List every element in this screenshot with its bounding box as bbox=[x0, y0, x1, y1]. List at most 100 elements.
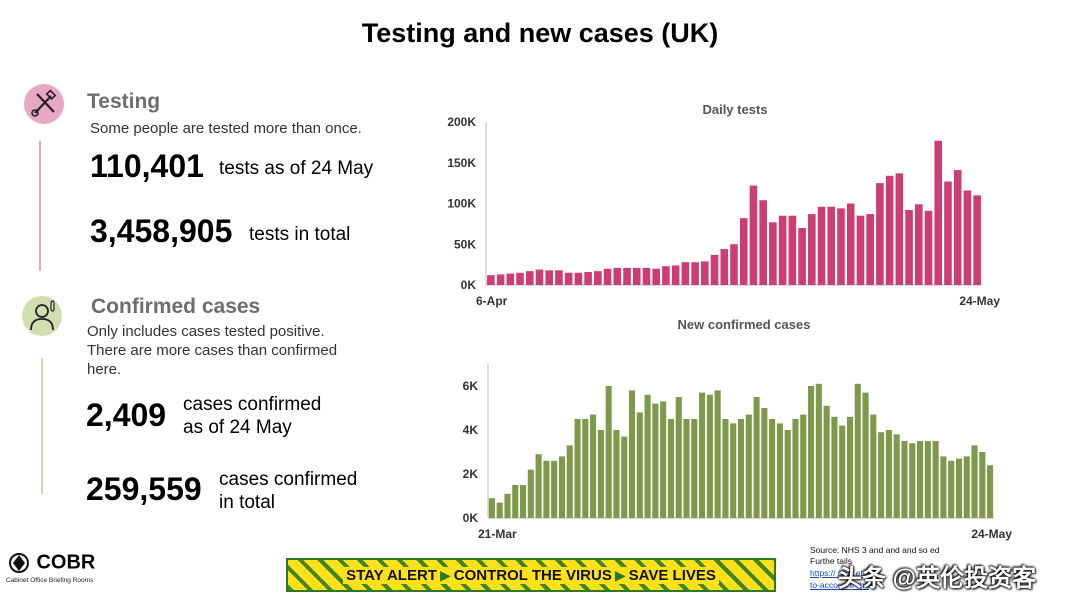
new-cases-y-tick-label: 6K bbox=[463, 379, 479, 393]
chevron-right-icon: ▶ bbox=[614, 566, 626, 584]
new-cases-bar bbox=[893, 434, 900, 518]
new-cases-bar bbox=[932, 441, 939, 518]
new-cases-bar bbox=[854, 383, 861, 518]
new-cases-bar bbox=[792, 419, 799, 518]
daily-tests-bar bbox=[525, 271, 534, 285]
testing-daily-label: tests as of 24 May bbox=[219, 158, 374, 179]
daily-tests-bar bbox=[924, 210, 933, 285]
new-cases-bar bbox=[691, 419, 698, 518]
daily-tests-bar bbox=[603, 268, 612, 285]
new-cases-bar bbox=[870, 414, 877, 518]
cases-daily-label-line-1: cases confirmed bbox=[183, 394, 322, 415]
source-line-2: Furthe tails bbox=[810, 556, 853, 566]
new-cases-bar bbox=[730, 423, 737, 518]
daily-tests-chart-title: Daily tests bbox=[702, 102, 768, 117]
cases-subtitle-line-3: here. bbox=[87, 361, 122, 378]
new-cases-bar bbox=[527, 469, 534, 518]
daily-tests-bar bbox=[555, 270, 563, 285]
daily-tests-bar bbox=[701, 261, 709, 285]
new-cases-bar bbox=[504, 493, 511, 518]
new-cases-chart: 0K 2K 4K 6K 21-Mar 24-May bbox=[463, 364, 1012, 541]
new-cases-bar bbox=[512, 485, 519, 518]
new-cases-bar bbox=[558, 456, 565, 518]
daily-tests-bar bbox=[730, 244, 738, 285]
daily-tests-bar bbox=[914, 204, 923, 285]
testing-divider bbox=[39, 141, 41, 271]
daily-tests-bar bbox=[798, 227, 806, 285]
new-cases-bar bbox=[488, 498, 495, 518]
chevron-right-icon: ▶ bbox=[439, 566, 451, 584]
new-cases-bar bbox=[846, 416, 854, 518]
new-cases-bar bbox=[535, 454, 542, 518]
new-cases-bar bbox=[776, 423, 783, 518]
daily-tests-bar bbox=[866, 214, 874, 285]
new-cases-y-tick-label: 4K bbox=[463, 423, 479, 437]
testing-total-label: tests in total bbox=[249, 224, 351, 245]
daily-tests-bar bbox=[885, 175, 894, 285]
new-cases-bar bbox=[605, 386, 612, 518]
cases-subtitle-line-2: There are more cases than confirmed bbox=[87, 342, 338, 359]
cases-subtitle-line-1: Only includes cases tested positive. bbox=[87, 323, 325, 340]
stay-alert-banner: STAY ALERT ▶ CONTROL THE VIRUS ▶ SAVE LI… bbox=[286, 558, 776, 592]
testing-subtitle: Some people are tested more than once. bbox=[90, 120, 362, 137]
new-cases-bar bbox=[574, 419, 581, 518]
new-cases-bar bbox=[815, 383, 822, 518]
new-cases-bar bbox=[808, 386, 815, 518]
daily-tests-bar bbox=[487, 275, 495, 285]
new-cases-bar bbox=[862, 392, 869, 518]
daily-tests-bar bbox=[623, 267, 631, 285]
new-cases-bar bbox=[979, 452, 986, 518]
cases-daily-value: 2,409 bbox=[86, 397, 167, 433]
source-link-2[interactable]: to-accoun tr the bbox=[810, 580, 870, 590]
daily-tests-bar bbox=[759, 200, 767, 285]
testing-heading: Testing bbox=[87, 90, 161, 113]
daily-tests-bar bbox=[749, 185, 758, 285]
new-cases-bar bbox=[652, 403, 659, 518]
daily-tests-bar bbox=[846, 203, 855, 285]
new-cases-bar bbox=[745, 414, 752, 518]
cases-total-value: 259,559 bbox=[86, 471, 202, 507]
new-cases-bar bbox=[769, 419, 776, 518]
crest-icon bbox=[9, 553, 29, 573]
new-cases-x-end-label: 24-May bbox=[971, 527, 1012, 541]
cases-divider bbox=[41, 358, 43, 494]
daily-tests-x-end-label: 24-May bbox=[959, 294, 1000, 308]
daily-tests-bar bbox=[934, 140, 943, 285]
new-cases-bar bbox=[839, 425, 846, 518]
new-cases-bar bbox=[901, 441, 908, 518]
new-cases-bar bbox=[667, 419, 674, 518]
new-cases-bar bbox=[924, 441, 931, 518]
daily-tests-bar bbox=[769, 222, 777, 285]
new-cases-bar bbox=[963, 456, 970, 518]
new-cases-bar bbox=[628, 390, 636, 518]
daily-tests-bar bbox=[905, 210, 913, 285]
new-cases-bar bbox=[909, 443, 916, 518]
daily-tests-bar bbox=[808, 214, 816, 285]
daily-tests-y-tick-label: 50K bbox=[454, 237, 476, 251]
new-cases-bar bbox=[519, 485, 527, 518]
new-cases-bar bbox=[675, 397, 682, 518]
testing-icon bbox=[24, 84, 64, 124]
daily-tests-bar bbox=[613, 267, 622, 285]
new-cases-bar bbox=[823, 405, 830, 518]
daily-tests-bar bbox=[545, 270, 554, 285]
new-cases-bar bbox=[660, 401, 667, 518]
new-cases-bar bbox=[706, 394, 713, 518]
daily-tests-bar bbox=[574, 272, 583, 285]
daily-tests-bar bbox=[594, 271, 602, 285]
daily-tests-y-tick-label: 100K bbox=[447, 197, 476, 211]
new-cases-bar bbox=[885, 430, 892, 518]
daily-tests-bar bbox=[652, 268, 660, 285]
new-cases-bar bbox=[831, 416, 838, 518]
logo-subtitle: Cabinet Office Briefing Rooms bbox=[6, 577, 94, 584]
daily-tests-bar bbox=[506, 273, 515, 285]
source-link-1[interactable]: https:// gov. ets- bbox=[810, 568, 870, 578]
new-cases-x-start-label: 21-Mar bbox=[478, 527, 517, 541]
daily-tests-y-tick-label: 0K bbox=[461, 278, 477, 292]
new-cases-bar bbox=[917, 441, 924, 518]
new-cases-bar bbox=[636, 412, 643, 518]
daily-tests-bar bbox=[720, 249, 729, 285]
daily-tests-bar bbox=[817, 206, 826, 285]
new-cases-bar bbox=[644, 394, 651, 518]
daily-tests-bar bbox=[710, 254, 719, 285]
